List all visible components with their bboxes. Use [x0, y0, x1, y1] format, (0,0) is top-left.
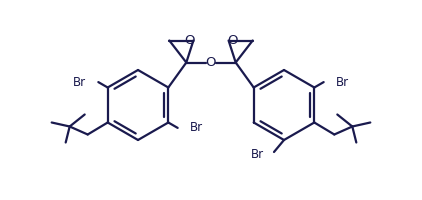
Text: Br: Br	[73, 76, 87, 89]
Text: O: O	[206, 56, 216, 69]
Text: Br: Br	[335, 76, 349, 89]
Text: O: O	[227, 34, 238, 47]
Text: Br: Br	[251, 148, 264, 160]
Text: O: O	[184, 34, 195, 47]
Text: Br: Br	[189, 121, 203, 134]
